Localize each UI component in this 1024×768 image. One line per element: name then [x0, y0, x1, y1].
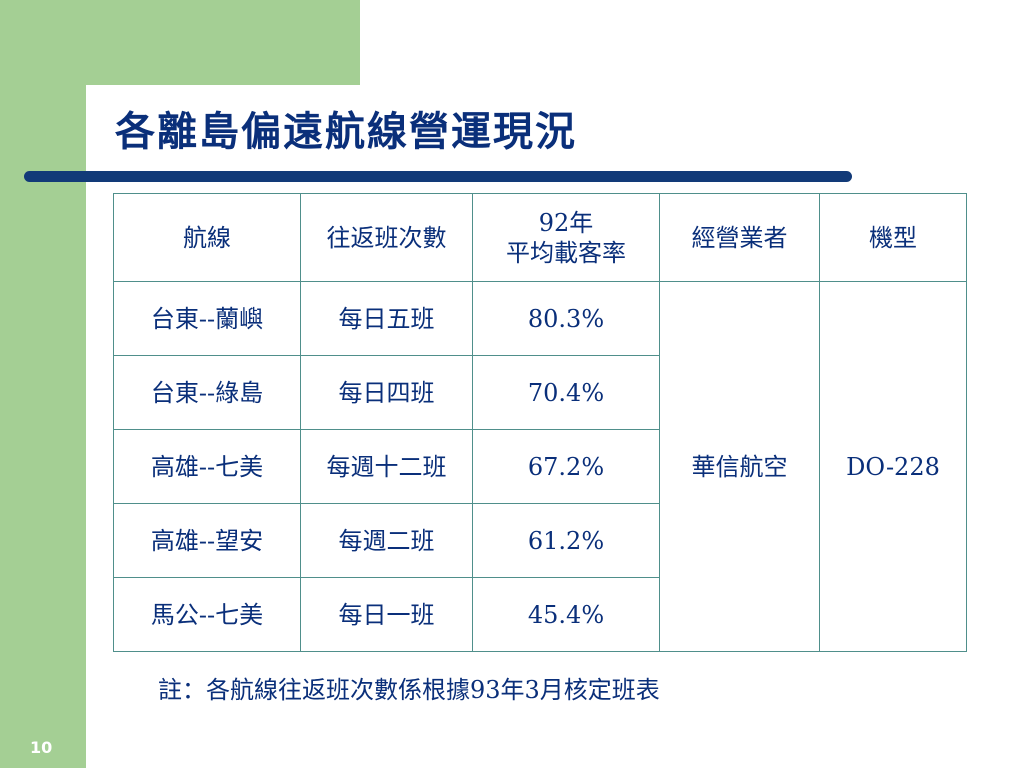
- cell-route: 高雄--七美: [113, 429, 301, 504]
- table-row: 馬公--七美 每日一班 45.4%: [113, 577, 967, 652]
- cell-load-factor: 80.3%: [472, 281, 660, 356]
- header-load-factor-year: 92年: [538, 208, 594, 237]
- cell-load-factor: 45.4%: [472, 577, 660, 652]
- cell-route: 台東--蘭嶼: [113, 281, 301, 356]
- footnote: 註：各航線往返班次數係根據93年3月核定班表: [158, 676, 660, 704]
- header-frequency: 往返班次數: [300, 193, 473, 282]
- cell-frequency: 每週二班: [300, 503, 473, 578]
- header-load-factor-label: 平均載客率: [506, 238, 626, 267]
- cell-route: 高雄--望安: [113, 503, 301, 578]
- header-aircraft: 機型: [819, 193, 967, 282]
- header-load-factor: 92年 平均載客率: [472, 193, 660, 282]
- slide-title: 各離島偏遠航線營運現況: [115, 108, 577, 155]
- routes-table: 航線 往返班次數 92年 平均載客率 經營業者 機型 台東--蘭嶼 每日五班 8…: [113, 193, 967, 652]
- cell-aircraft: DO-228: [819, 281, 967, 652]
- cell-route: 台東--綠島: [113, 355, 301, 430]
- header-operator: 經營業者: [659, 193, 820, 282]
- table-row: 高雄--望安 每週二班 61.2%: [113, 503, 967, 578]
- cell-frequency: 每日一班: [300, 577, 473, 652]
- cell-load-factor: 70.4%: [472, 355, 660, 430]
- table-row: 高雄--七美 每週十二班 67.2%: [113, 429, 967, 504]
- cell-frequency: 每日四班: [300, 355, 473, 430]
- green-frame-left: [0, 0, 86, 768]
- page-number: 10: [30, 738, 53, 757]
- cell-load-factor: 61.2%: [472, 503, 660, 578]
- title-underline-bar: [24, 171, 852, 182]
- table-row: 台東--蘭嶼 每日五班 80.3% 華信航空 DO-228: [113, 281, 967, 652]
- table-header-row: 航線 往返班次數 92年 平均載客率 經營業者 機型: [113, 193, 967, 282]
- cell-frequency: 每週十二班: [300, 429, 473, 504]
- table-row: 台東--綠島 每日四班 70.4%: [113, 355, 967, 430]
- cell-operator: 華信航空: [659, 281, 820, 652]
- cell-frequency: 每日五班: [300, 281, 473, 356]
- header-route: 航線: [113, 193, 301, 282]
- cell-route: 馬公--七美: [113, 577, 301, 652]
- cell-load-factor: 67.2%: [472, 429, 660, 504]
